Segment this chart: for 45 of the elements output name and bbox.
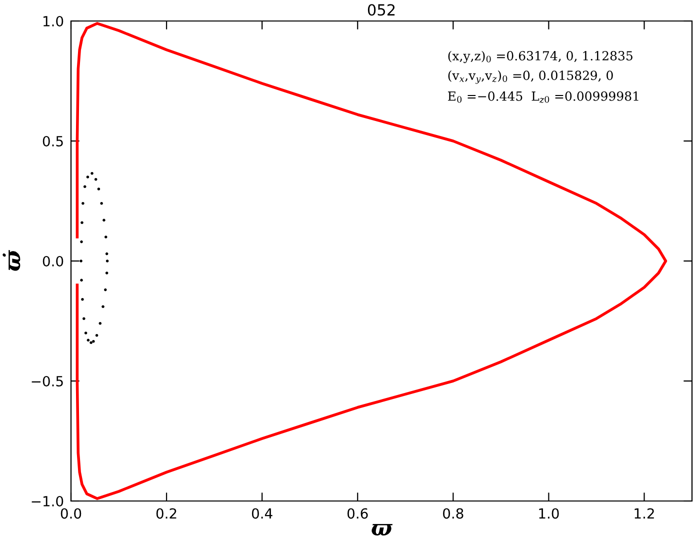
x-tick-label: 0.2 <box>156 508 176 519</box>
point <box>90 172 94 175</box>
point <box>90 341 92 344</box>
point <box>80 221 84 224</box>
point <box>106 260 109 262</box>
point <box>86 176 90 178</box>
text: (v$_{x}$,v$_{y}$,v$_{z}$)$_{0}$ =0, 0.015829, 0 <box>448 70 613 84</box>
point <box>100 202 103 205</box>
annotation: (x,y,z)$_{0}$ =0.63174, 0, 1.12835 <box>448 50 632 64</box>
point <box>81 298 84 301</box>
point <box>80 260 82 262</box>
point <box>80 278 83 282</box>
point <box>105 252 108 256</box>
point <box>83 185 86 188</box>
point <box>94 178 98 181</box>
chart-title: 052 <box>368 4 395 16</box>
x-tick-label: 1.0 <box>539 508 559 519</box>
point <box>86 338 90 342</box>
point <box>84 332 88 334</box>
annotation: E$_{0}$ =−0.445 L$_{z0}$ =0.00999981 <box>448 91 638 103</box>
x-tick-label: 0.8 <box>443 508 464 519</box>
point <box>102 305 104 308</box>
x-tick-label: 0.0 <box>60 508 82 519</box>
point <box>82 317 86 320</box>
y-axis-title: ϖ̇ <box>2 250 20 271</box>
point <box>82 202 84 205</box>
x-tick-label: 0.6 <box>347 508 368 519</box>
y-tick-label: −1.0 <box>32 496 64 506</box>
y-tick-label: 1.0 <box>43 16 64 26</box>
point <box>104 236 108 238</box>
point <box>92 340 95 343</box>
y-tick-label: 0.0 <box>42 256 64 266</box>
y-tick-label: −0.5 <box>32 376 63 386</box>
y-tick-label: 0.5 <box>42 136 63 146</box>
x-tick-label: 0.4 <box>252 508 272 519</box>
line-series <box>76 22 668 500</box>
x-axis-title: ϖ <box>372 524 393 536</box>
point <box>97 188 100 190</box>
point <box>105 272 108 274</box>
point <box>102 218 106 222</box>
point <box>80 240 83 244</box>
x-tick-label: 1.2 <box>634 508 654 518</box>
point <box>98 322 102 325</box>
point <box>95 334 98 337</box>
point <box>104 288 107 292</box>
